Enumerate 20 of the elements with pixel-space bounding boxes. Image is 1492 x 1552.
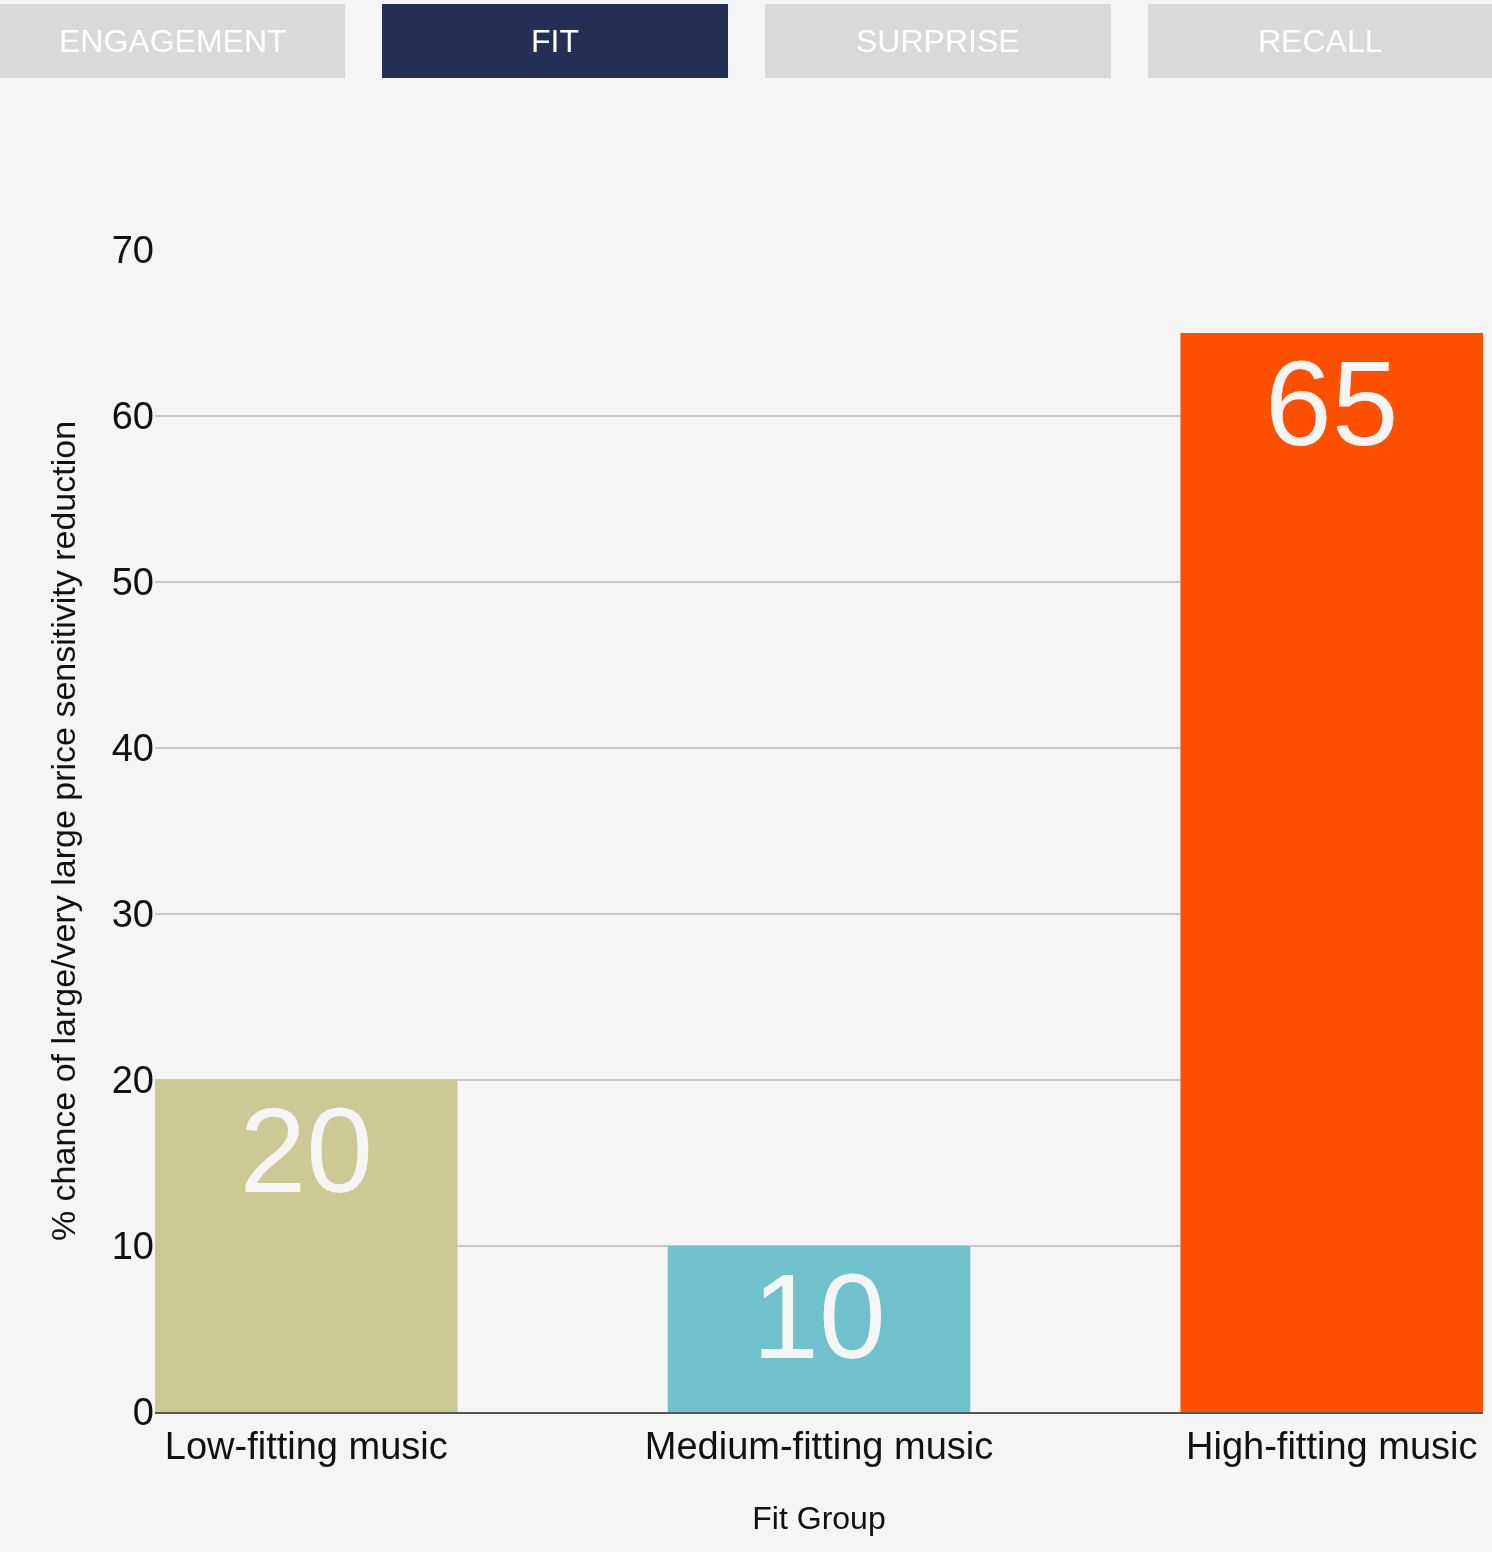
bar	[155, 1080, 458, 1412]
y-tick-label: 30	[111, 893, 154, 936]
y-tick-label: 40	[111, 727, 154, 770]
data-label: 65	[1265, 336, 1399, 470]
x-tick-label: Low-fitting music	[164, 1425, 448, 1468]
y-tick-label: 20	[111, 1059, 154, 1102]
bar	[1180, 333, 1483, 1412]
y-tick-label: 0	[132, 1391, 154, 1434]
text: FIT	[531, 23, 579, 59]
y-tick-label: 70	[111, 229, 154, 272]
y-tick-label: 10	[111, 1225, 154, 1268]
data-label: 20	[239, 1083, 373, 1217]
y-axis-title: % chance of large/very large price sensitivity reduction	[44, 420, 83, 1242]
y-tick-label: 50	[111, 561, 154, 604]
x-tick-label: High-fitting music	[1186, 1425, 1478, 1468]
y-tick-label: 60	[111, 395, 154, 438]
x-axis-title: Fit Group	[752, 1499, 886, 1536]
data-label: 10	[752, 1249, 886, 1383]
bar	[667, 1246, 971, 1412]
x-tick-label: Medium-fitting music	[644, 1425, 994, 1468]
